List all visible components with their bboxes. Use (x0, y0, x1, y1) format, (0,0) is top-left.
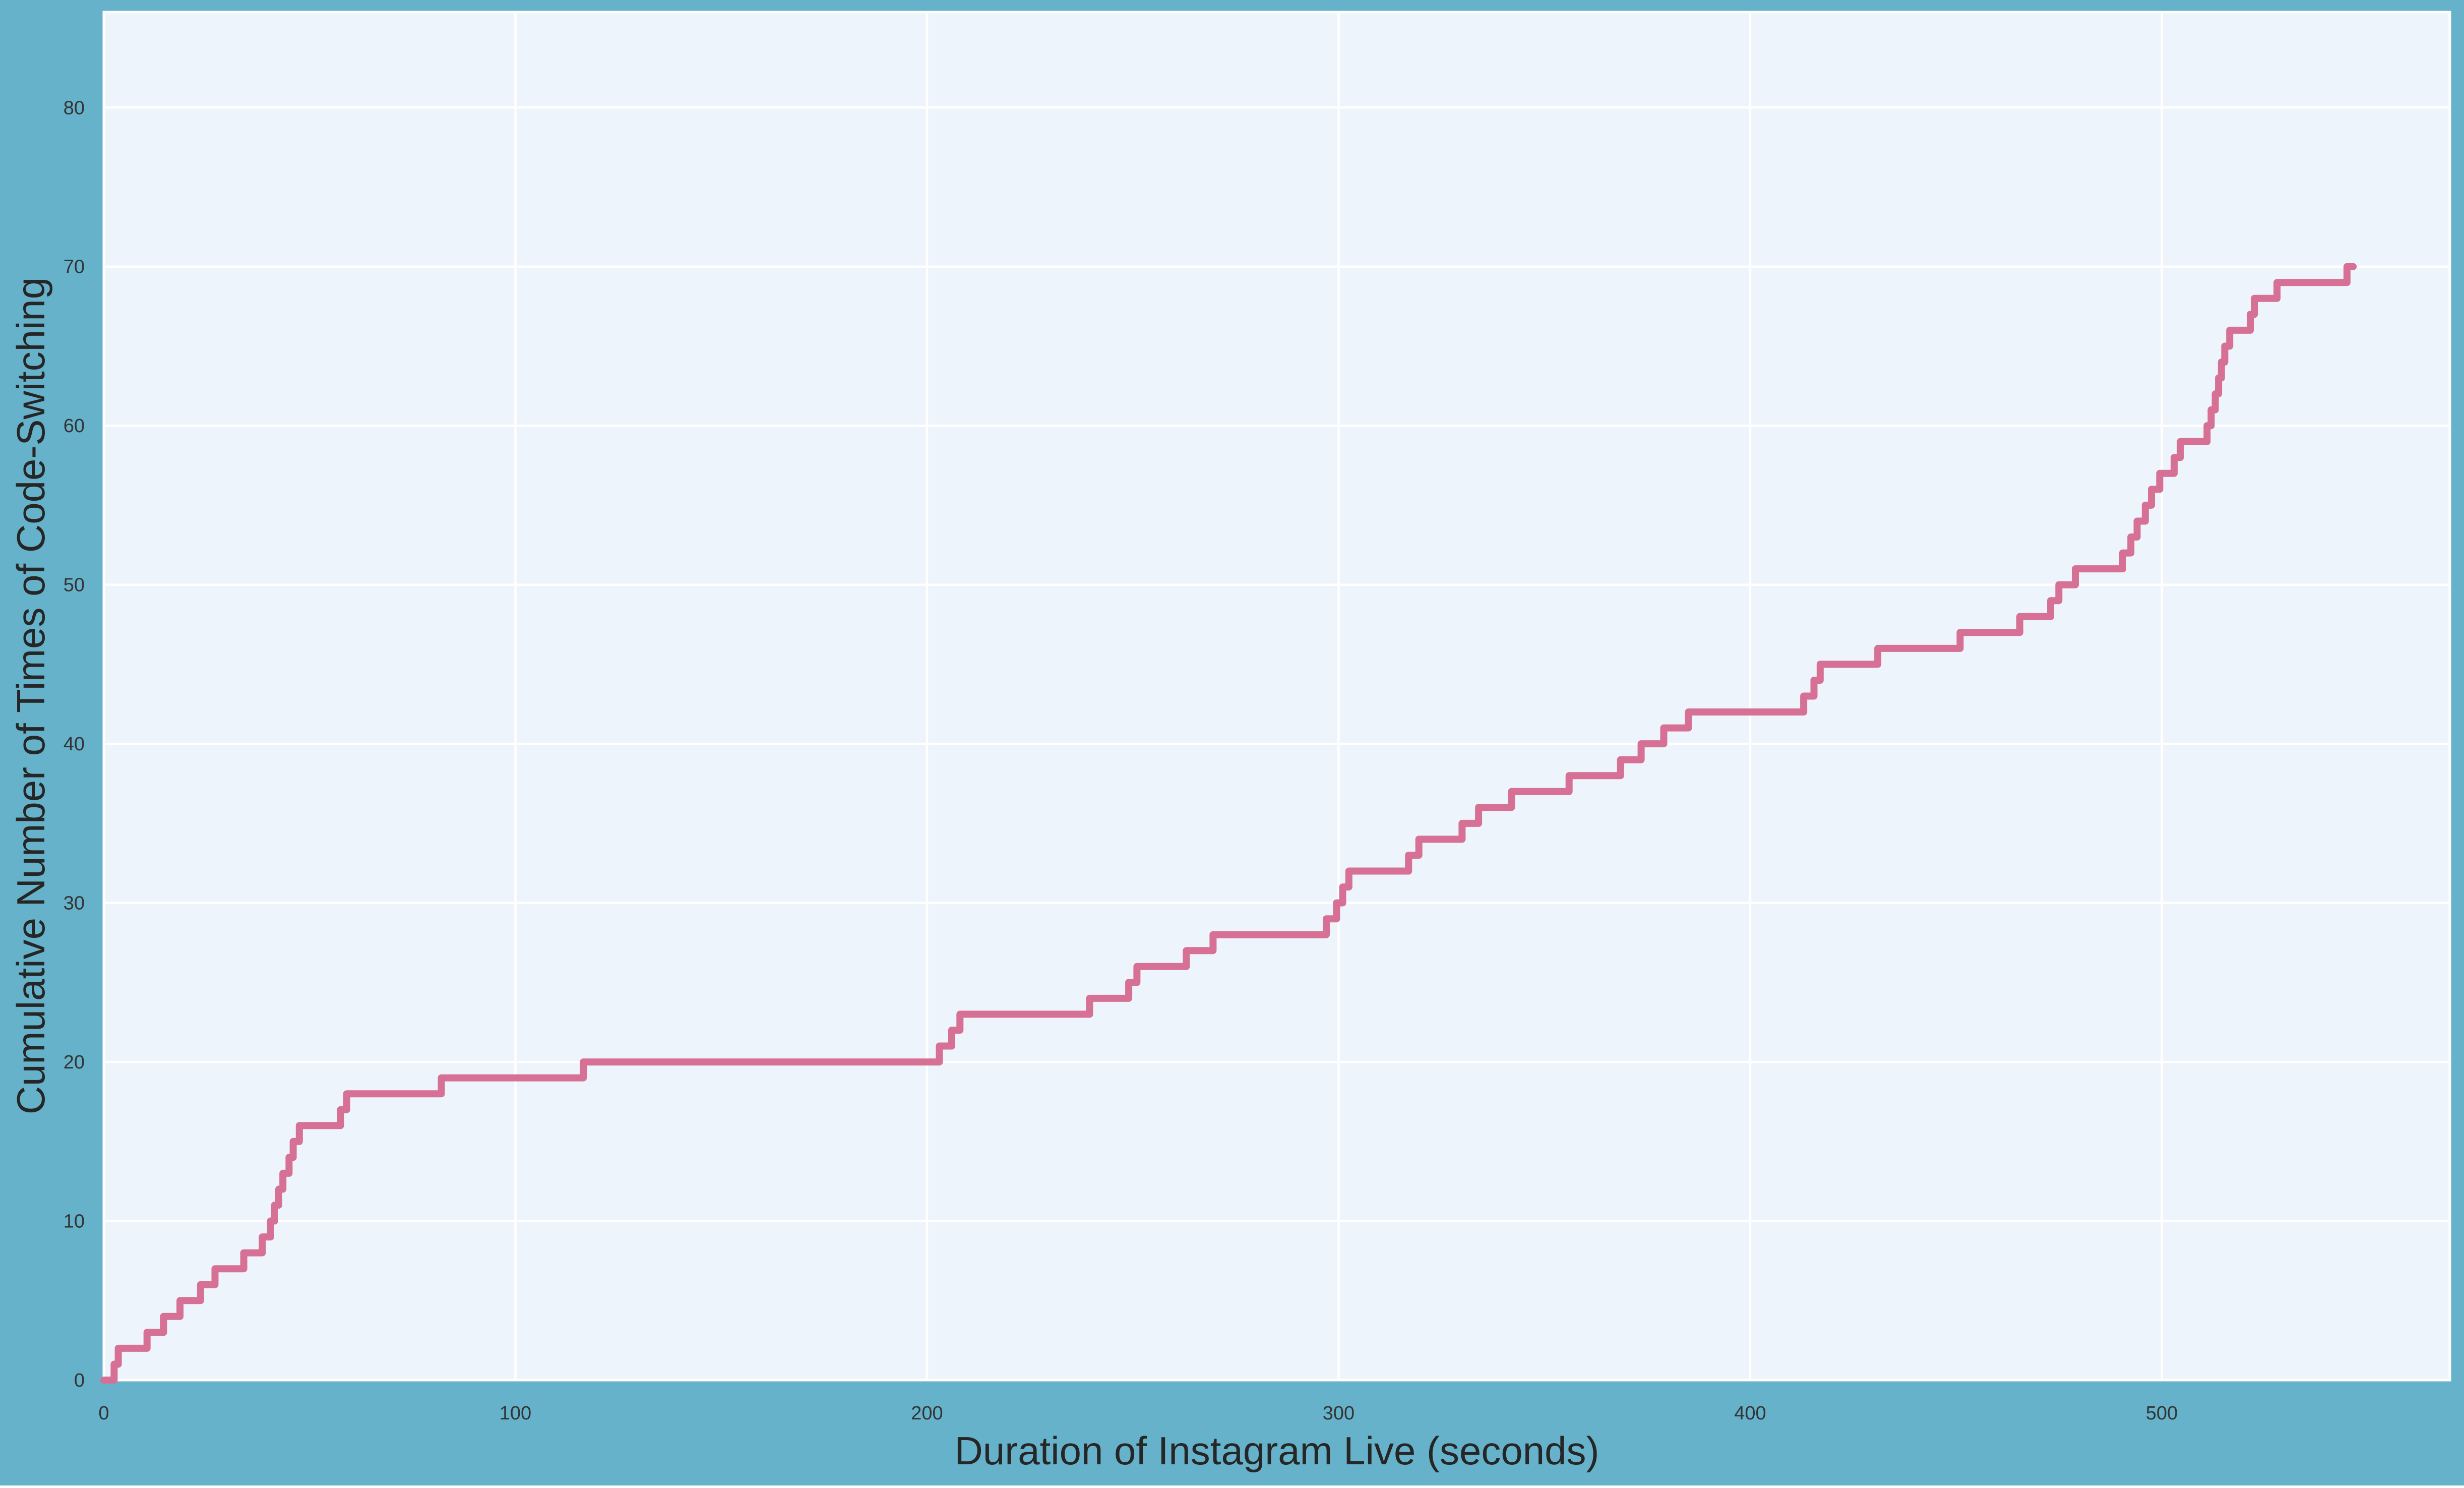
y-axis-title: Cumulative Number of Times of Code-Switc… (9, 277, 53, 1114)
x-tick-label: 0 (98, 1403, 109, 1424)
y-tick-label: 70 (64, 257, 85, 278)
x-tick-label: 500 (2146, 1403, 2178, 1424)
x-tick-label: 200 (911, 1403, 943, 1424)
x-tick-label: 100 (500, 1403, 531, 1424)
x-tick-label: 400 (1734, 1403, 1766, 1424)
x-tick-label: 300 (1323, 1403, 1354, 1424)
step-line (100, 263, 2357, 1384)
grid-layer (102, 12, 2450, 1382)
y-tick-label: 10 (64, 1211, 85, 1232)
plot-area (104, 12, 2450, 1380)
y-tick-label: 50 (64, 575, 85, 596)
y-tick-label: 60 (64, 415, 85, 437)
y-tick-labels: 0 10 20 30 40 50 60 70 80 (64, 97, 85, 1391)
x-tick-labels: 0 100 200 300 400 500 (98, 1403, 2178, 1424)
plot-border (102, 11, 2451, 1382)
y-tick-label: 0 (74, 1370, 85, 1391)
y-tick-label: 30 (64, 893, 85, 914)
y-tick-label: 80 (64, 97, 85, 118)
x-axis-title: Duration of Instagram Live (seconds) (955, 1429, 1599, 1473)
y-tick-label: 40 (64, 734, 85, 755)
y-tick-label: 20 (64, 1052, 85, 1073)
